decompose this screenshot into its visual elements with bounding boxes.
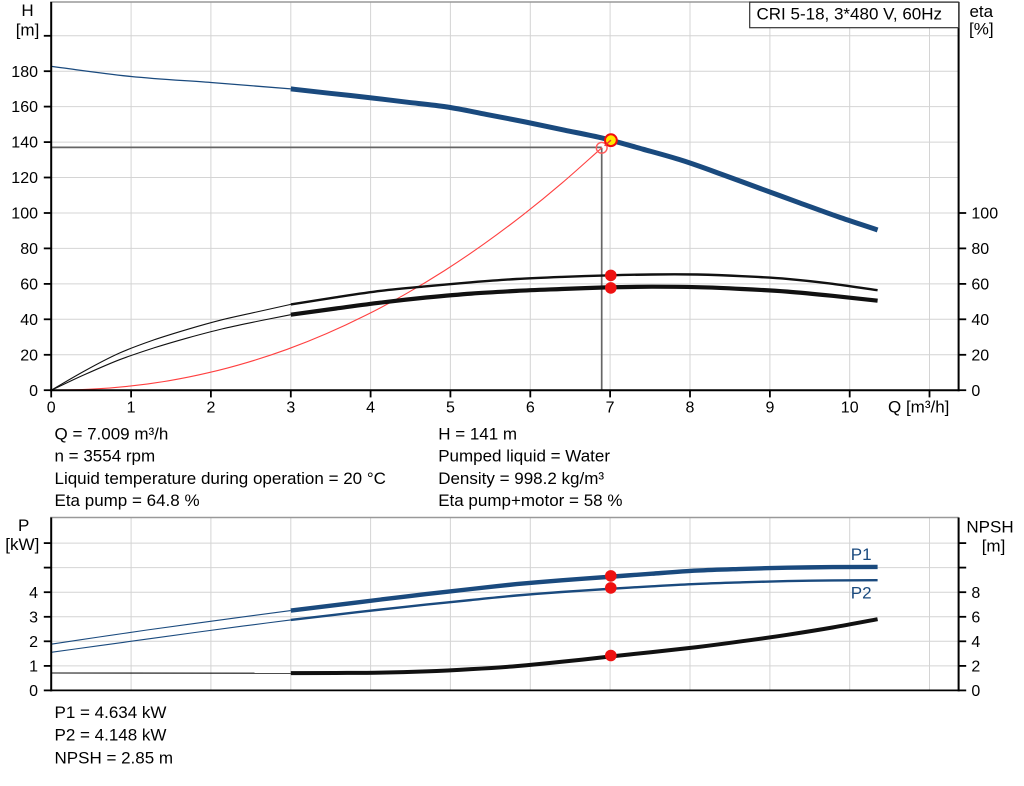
svg-text:Eta pump+motor = 58 %: Eta pump+motor = 58 % — [438, 491, 622, 510]
svg-text:4: 4 — [29, 585, 38, 602]
svg-text:n = 3554 rpm: n = 3554 rpm — [55, 447, 156, 466]
svg-text:NPSH = 2.85 m: NPSH = 2.85 m — [55, 749, 174, 768]
svg-text:9: 9 — [765, 400, 774, 417]
svg-text:40: 40 — [971, 312, 989, 329]
svg-text:Eta pump = 64.8 %: Eta pump = 64.8 % — [55, 491, 200, 510]
svg-text:1: 1 — [29, 659, 38, 676]
svg-text:0: 0 — [29, 683, 38, 700]
svg-text:CRI 5-18, 3*480 V, 60Hz: CRI 5-18, 3*480 V, 60Hz — [757, 5, 943, 24]
svg-text:0: 0 — [971, 683, 980, 700]
svg-text:Q = 7.009 m³/h: Q = 7.009 m³/h — [55, 424, 169, 443]
svg-text:20: 20 — [971, 347, 989, 364]
svg-text:160: 160 — [11, 99, 38, 116]
svg-text:60: 60 — [971, 277, 989, 294]
svg-text:8: 8 — [686, 400, 695, 417]
svg-text:40: 40 — [20, 312, 38, 329]
svg-text:6: 6 — [971, 609, 980, 626]
svg-text:Density = 998.2 kg/m³: Density = 998.2 kg/m³ — [438, 469, 604, 488]
svg-text:Liquid temperature during oper: Liquid temperature during operation = 20… — [55, 469, 386, 488]
svg-text:P2 = 4.148 kW: P2 = 4.148 kW — [55, 726, 167, 745]
svg-text:H: H — [21, 1, 33, 20]
svg-text:P1 = 4.634 kW: P1 = 4.634 kW — [55, 703, 167, 722]
svg-text:P: P — [18, 516, 29, 535]
svg-text:eta: eta — [969, 2, 993, 21]
svg-text:140: 140 — [11, 135, 38, 152]
svg-text:100: 100 — [971, 206, 998, 223]
svg-text:0: 0 — [971, 383, 980, 400]
svg-text:Pumped liquid = Water: Pumped liquid = Water — [438, 447, 610, 466]
svg-text:3: 3 — [286, 400, 295, 417]
svg-text:6: 6 — [526, 400, 535, 417]
svg-text:[%]: [%] — [969, 20, 994, 39]
svg-text:7: 7 — [606, 400, 615, 417]
svg-text:0: 0 — [29, 383, 38, 400]
svg-text:120: 120 — [11, 170, 38, 187]
svg-text:10: 10 — [841, 400, 859, 417]
svg-text:P1: P1 — [851, 545, 872, 564]
svg-text:2: 2 — [971, 659, 980, 676]
svg-text:100: 100 — [11, 206, 38, 223]
svg-text:[kW]: [kW] — [5, 535, 39, 554]
svg-text:H = 141 m: H = 141 m — [438, 424, 517, 443]
svg-text:4: 4 — [971, 634, 980, 651]
svg-text:0: 0 — [47, 400, 56, 417]
svg-text:80: 80 — [20, 241, 38, 258]
svg-text:NPSH: NPSH — [966, 518, 1013, 537]
svg-text:180: 180 — [11, 64, 38, 81]
svg-text:2: 2 — [206, 400, 215, 417]
svg-text:80: 80 — [971, 241, 989, 258]
svg-text:60: 60 — [20, 277, 38, 294]
svg-text:4: 4 — [366, 400, 375, 417]
svg-text:[m]: [m] — [16, 20, 40, 39]
svg-text:P2: P2 — [851, 584, 872, 603]
svg-text:8: 8 — [971, 585, 980, 602]
svg-text:20: 20 — [20, 347, 38, 364]
svg-text:2: 2 — [29, 634, 38, 651]
svg-text:[m]: [m] — [982, 536, 1006, 555]
svg-text:5: 5 — [446, 400, 455, 417]
svg-text:1: 1 — [127, 400, 136, 417]
svg-text:3: 3 — [29, 609, 38, 626]
svg-text:Q [m³/h]: Q [m³/h] — [888, 398, 949, 417]
